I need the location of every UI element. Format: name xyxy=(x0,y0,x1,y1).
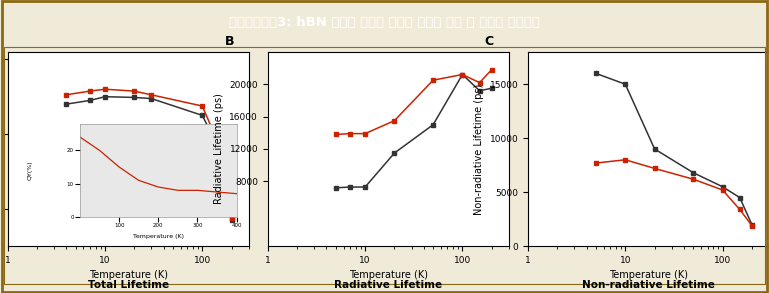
Text: B: B xyxy=(225,35,234,48)
X-axis label: Temperature (K): Temperature (K) xyxy=(88,270,168,280)
Y-axis label: Radiative Lifetime (ps): Radiative Lifetime (ps) xyxy=(214,93,224,205)
Text: Non-radiative Lifetime: Non-radiative Lifetime xyxy=(582,280,715,290)
Y-axis label: Non-radiative Lifetime (ps): Non-radiative Lifetime (ps) xyxy=(474,84,484,214)
X-axis label: Temperature (K): Temperature (K) xyxy=(349,270,428,280)
Text: 세부연구결과3: hBN 원자층 박막의 엑시톤 에너지 구조 및 광특성 심층분석: 세부연구결과3: hBN 원자층 박막의 엑시톤 에너지 구조 및 광특성 심층… xyxy=(229,16,540,29)
Text: C: C xyxy=(484,35,494,48)
X-axis label: Temperature (K): Temperature (K) xyxy=(609,270,688,280)
Text: Radiative Lifetime: Radiative Lifetime xyxy=(335,280,442,290)
Text: Total Lifetime: Total Lifetime xyxy=(88,280,168,290)
